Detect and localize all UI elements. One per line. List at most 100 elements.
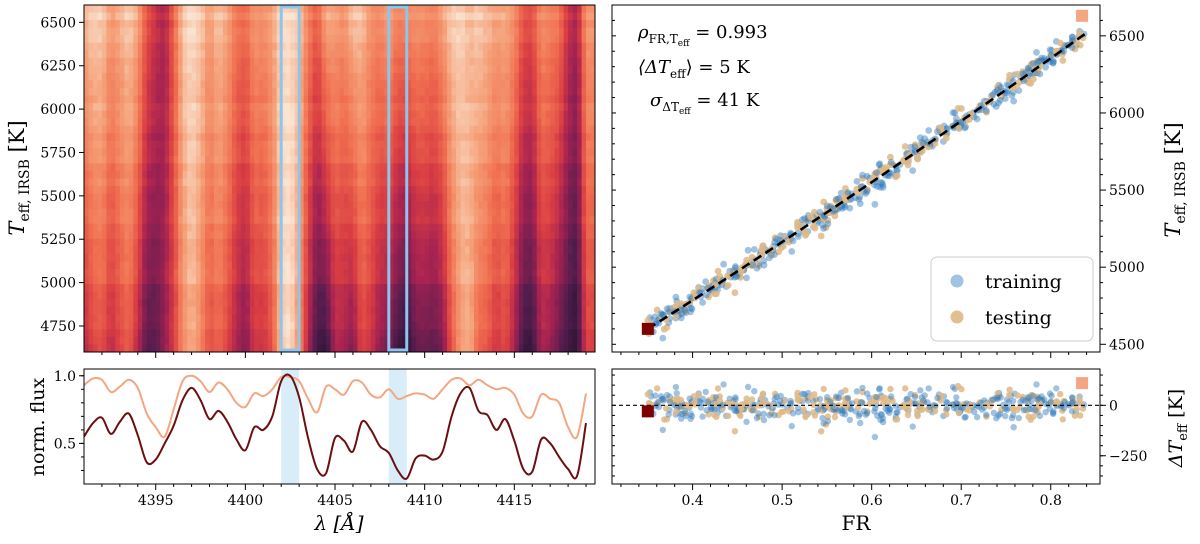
- heatmap-cell: [97, 65, 103, 74]
- heatmap-cell: [209, 170, 215, 180]
- heatmap-cell: [563, 42, 569, 51]
- heatmap-cell: [465, 110, 471, 119]
- heatmap-cell: [581, 193, 587, 202]
- heatmap-cell: [205, 148, 211, 157]
- heatmap-cell: [133, 95, 139, 104]
- heatmap-cell: [339, 261, 345, 270]
- heatmap-cell: [151, 276, 157, 285]
- heatmap-cell: [420, 72, 426, 82]
- heatmap-cell: [303, 148, 309, 157]
- heatmap-cell: [465, 223, 471, 232]
- heatmap-cell: [290, 72, 296, 82]
- heatmap-cell: [263, 140, 269, 149]
- heatmap-cell: [577, 299, 583, 308]
- heatmap-cell: [339, 50, 345, 59]
- heatmap-cell: [357, 118, 363, 127]
- heatmap-cell: [169, 178, 175, 187]
- heatmap-cell: [590, 269, 595, 278]
- heatmap-cell: [299, 299, 305, 308]
- heatmap-cell: [532, 35, 538, 44]
- heatmap-cell: [303, 87, 309, 97]
- heatmap-cell: [92, 321, 99, 330]
- heatmap-cell: [357, 253, 363, 263]
- heatmap-cell: [106, 170, 112, 180]
- heatmap-cell: [160, 148, 166, 157]
- heatmap-cell: [572, 125, 578, 134]
- heatmap-cell: [240, 216, 246, 225]
- heatmap-cell: [554, 140, 560, 149]
- heatmap-cell: [227, 201, 233, 210]
- heatmap-cell: [550, 314, 556, 323]
- heatmap-cell: [554, 284, 560, 293]
- heatmap-cell: [393, 140, 399, 149]
- heatmap-cell: [581, 261, 587, 270]
- heatmap-cell: [137, 27, 143, 36]
- heatmap-cell: [106, 269, 112, 278]
- heatmap-cell: [518, 291, 524, 300]
- heatmap-cell: [272, 314, 278, 323]
- heatmap-cell: [124, 201, 130, 210]
- heatmap-cell: [491, 87, 497, 97]
- heatmap-cell: [290, 201, 296, 210]
- heatmap-cell: [397, 118, 403, 127]
- heatmap-cell: [101, 95, 108, 104]
- heatmap-cell: [384, 125, 390, 134]
- heatmap-cell: [559, 261, 565, 270]
- heatmap-cell: [106, 20, 112, 29]
- heatmap-cell: [267, 12, 273, 21]
- heatmap-cell: [276, 12, 282, 21]
- heatmap-cell: [209, 231, 215, 240]
- heatmap-cell: [532, 140, 538, 149]
- heatmap-cell: [487, 238, 493, 247]
- heatmap-cell: [88, 170, 94, 180]
- heatmap-cell: [491, 223, 497, 232]
- heatmap-cell: [249, 178, 255, 187]
- heatmap-cell: [496, 5, 502, 14]
- heatmap-cell: [272, 170, 278, 180]
- heatmap-cell: [429, 148, 435, 157]
- heatmap-cell: [317, 276, 323, 285]
- heatmap-cell: [411, 231, 417, 240]
- heatmap-cell: [236, 133, 242, 142]
- heatmap-cell: [272, 27, 278, 36]
- heatmap-cell: [321, 269, 327, 278]
- heatmap-cell: [160, 125, 166, 134]
- heatmap-cell: [505, 299, 511, 308]
- heatmap-cell: [267, 27, 273, 36]
- heatmap-cell: [267, 216, 273, 225]
- heatmap-cell: [285, 155, 291, 165]
- heatmap-cell: [272, 125, 278, 134]
- heatmap-cell: [151, 223, 157, 232]
- heatmap-cell: [128, 65, 134, 74]
- heatmap-cell: [169, 140, 175, 149]
- heatmap-cell: [487, 110, 493, 119]
- heatmap-cell: [357, 223, 363, 232]
- heatmap-cell: [590, 20, 595, 29]
- heatmap-cell: [124, 50, 130, 59]
- heatmap-cell: [447, 216, 453, 225]
- heatmap-cell: [518, 72, 524, 82]
- heatmap-cell: [491, 208, 497, 217]
- heatmap-cell: [460, 50, 466, 59]
- heatmap-cell: [487, 216, 493, 225]
- heatmap-cell: [348, 216, 354, 225]
- heatmap-cell: [173, 163, 179, 172]
- heatmap-cell: [106, 201, 112, 210]
- heatmap-cell: [456, 87, 462, 97]
- heatmap-cell: [559, 321, 565, 330]
- heatmap-cell: [92, 306, 99, 315]
- heatmap-cell: [581, 110, 587, 119]
- heatmap-cell: [572, 193, 578, 202]
- heatmap-cell: [182, 216, 188, 225]
- heatmap-cell: [366, 118, 372, 127]
- heatmap-cell: [84, 178, 90, 187]
- heatmap-cell: [554, 42, 560, 51]
- heatmap-cell: [572, 87, 578, 97]
- heatmap-cell: [151, 35, 157, 44]
- heatmap-cell: [366, 20, 372, 29]
- heatmap-cell: [258, 238, 264, 247]
- heatmap-cell: [213, 329, 220, 338]
- heatmap-cell: [173, 80, 179, 89]
- heatmap-cell: [357, 35, 363, 44]
- heatmap-cell: [236, 20, 242, 29]
